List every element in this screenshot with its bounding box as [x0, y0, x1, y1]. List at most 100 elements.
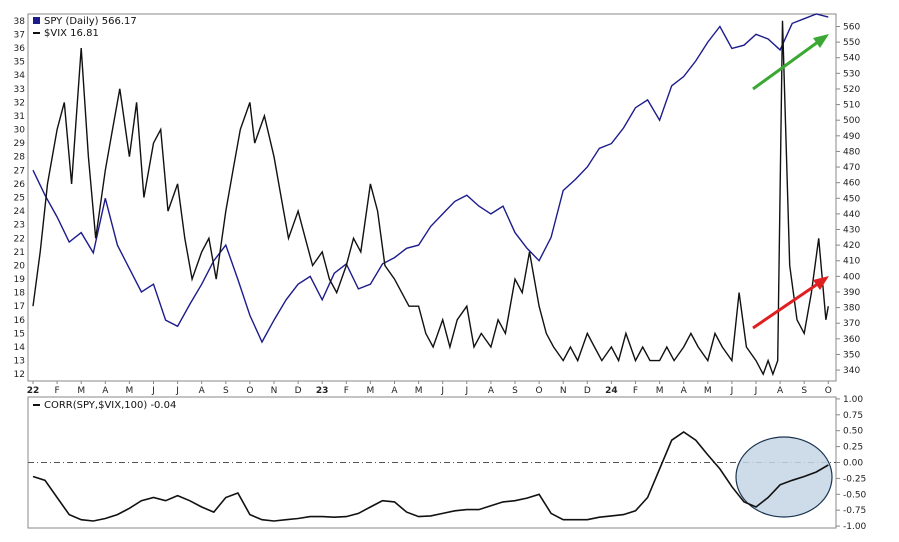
x-tick-label: 23 — [316, 386, 329, 396]
vix-tick-label: 24 — [14, 207, 26, 217]
main-panel-frame — [27, 13, 837, 382]
x-tick-label: J — [151, 386, 155, 396]
x-tick-label: J — [464, 386, 468, 396]
corr-series-line — [32, 431, 829, 522]
spy-tick-label: 430 — [843, 226, 860, 236]
spy-tick-label: 350 — [843, 350, 860, 360]
corr-tick-label: -0.25 — [843, 474, 866, 484]
main-legend: SPY (Daily) 566.17 $VIX 16.81 — [33, 16, 137, 39]
x-tick-label: N — [271, 386, 278, 396]
corr-tick-label: -1.00 — [843, 522, 867, 532]
spy-tick-label: 550 — [843, 38, 860, 48]
vix-tick-label: 27 — [14, 166, 25, 176]
vix-tick-label: 33 — [14, 85, 25, 95]
corr-tick-label: 0.25 — [843, 443, 863, 453]
x-axis-ticks: 22 F M A M J J A S O N D 23 F M A M J J A S O N D 24 F M A M J J A S O — [27, 381, 832, 396]
vix-tick-label: 23 — [14, 221, 25, 231]
spy-tick-label: 480 — [843, 147, 860, 157]
x-tick-label: M — [656, 386, 664, 396]
x-tick-label: S — [223, 386, 229, 396]
vix-legend-label: $VIX 16.81 — [44, 28, 99, 39]
x-tick-label: O — [536, 386, 543, 396]
vix-tick-label: 38 — [14, 17, 26, 27]
spy-tick-label: 510 — [843, 101, 860, 111]
spy-series-line — [32, 13, 829, 344]
spy-tick-label: 390 — [843, 288, 860, 298]
vix-tick-label: 22 — [14, 234, 25, 244]
green-trend-arrow — [752, 34, 829, 91]
x-tick-label: J — [175, 386, 179, 396]
vix-tick-label: 37 — [14, 30, 25, 40]
x-tick-label: A — [102, 386, 109, 396]
x-tick-label: A — [488, 386, 495, 396]
x-tick-label: A — [391, 386, 398, 396]
corr-tick-label: 0.50 — [843, 427, 863, 437]
x-tick-label: F — [633, 386, 638, 396]
x-tick-label: A — [199, 386, 206, 396]
x-tick-label: 22 — [27, 386, 40, 396]
spy-tick-label: 470 — [843, 163, 860, 173]
x-tick-label: M — [77, 386, 85, 396]
corr-panel: 1.00 0.75 0.50 0.25 0.00 -0.25 -0.50 -0.75 -1.00… — [27, 395, 867, 532]
spy-legend-swatch — [33, 17, 40, 24]
vix-tick-label: 36 — [14, 44, 26, 54]
spy-tick-label: 450 — [843, 194, 860, 204]
x-tick-label: S — [512, 386, 518, 396]
x-tick-label: 24 — [605, 386, 618, 396]
x-tick-label: F — [344, 386, 349, 396]
spy-tick-label: 530 — [843, 69, 860, 79]
spy-tick-label: 500 — [843, 116, 860, 126]
vix-tick-label: 20 — [14, 261, 26, 271]
vix-tick-label: 28 — [14, 153, 26, 163]
spy-tick-label: 370 — [843, 319, 860, 329]
corr-tick-label: 0.00 — [843, 459, 863, 469]
vix-tick-label: 13 — [14, 357, 25, 367]
red-trend-arrow — [752, 276, 829, 330]
x-tick-label: S — [801, 386, 807, 396]
vix-tick-label: 31 — [14, 112, 25, 122]
vix-tick-label: 14 — [14, 343, 26, 353]
x-tick-label: J — [440, 386, 444, 396]
vix-tick-label: 35 — [14, 58, 25, 68]
corr-tick-label: -0.50 — [843, 490, 867, 500]
spy-legend-label: SPY (Daily) 566.17 — [44, 16, 137, 27]
vix-tick-label: 25 — [14, 194, 25, 204]
vix-series-line — [32, 20, 829, 377]
spy-tick-label: 400 — [843, 272, 860, 282]
x-tick-label: M — [704, 386, 712, 396]
x-tick-label: J — [754, 386, 758, 396]
x-tick-label: O — [825, 386, 832, 396]
x-tick-label: M — [126, 386, 134, 396]
vix-tick-label: 16 — [14, 316, 26, 326]
vix-tick-label: 21 — [14, 248, 25, 258]
highlight-circle — [735, 436, 833, 518]
x-tick-label: O — [246, 386, 253, 396]
corr-axis-ticks: 1.00 0.75 0.50 0.25 0.00 -0.25 -0.50 -0.75 -1.00 — [836, 395, 867, 532]
vix-tick-label: 12 — [14, 370, 25, 380]
spy-tick-label: 360 — [843, 335, 860, 345]
vix-tick-label: 19 — [14, 275, 26, 285]
x-tick-label: J — [730, 386, 734, 396]
main-panel: 12 13 14 15 16 17 18 19 20 21 22 23 24 25 26 27 28 29 30 31… — [14, 13, 860, 382]
spy-tick-label: 560 — [843, 22, 860, 32]
spy-tick-label: 490 — [843, 132, 860, 142]
x-tick-label: M — [367, 386, 375, 396]
spy-tick-label: 410 — [843, 257, 860, 267]
corr-tick-label: 0.75 — [843, 411, 863, 421]
corr-tick-label: -0.75 — [843, 506, 866, 516]
x-tick-label: F — [55, 386, 60, 396]
vix-tick-label: 18 — [14, 289, 26, 299]
x-tick-label: A — [681, 386, 688, 396]
vix-tick-label: 30 — [14, 126, 26, 136]
vix-tick-label: 32 — [14, 98, 25, 108]
spy-tick-label: 380 — [843, 304, 860, 314]
vix-tick-label: 15 — [14, 329, 25, 339]
vix-tick-label: 26 — [14, 180, 26, 190]
x-tick-label: A — [777, 386, 784, 396]
spy-tick-label: 460 — [843, 179, 860, 189]
spy-tick-label: 520 — [843, 85, 860, 95]
spy-tick-label: 340 — [843, 366, 860, 376]
x-tick-label: N — [560, 386, 567, 396]
spy-tick-label: 440 — [843, 210, 860, 220]
x-tick-label: D — [295, 386, 302, 396]
